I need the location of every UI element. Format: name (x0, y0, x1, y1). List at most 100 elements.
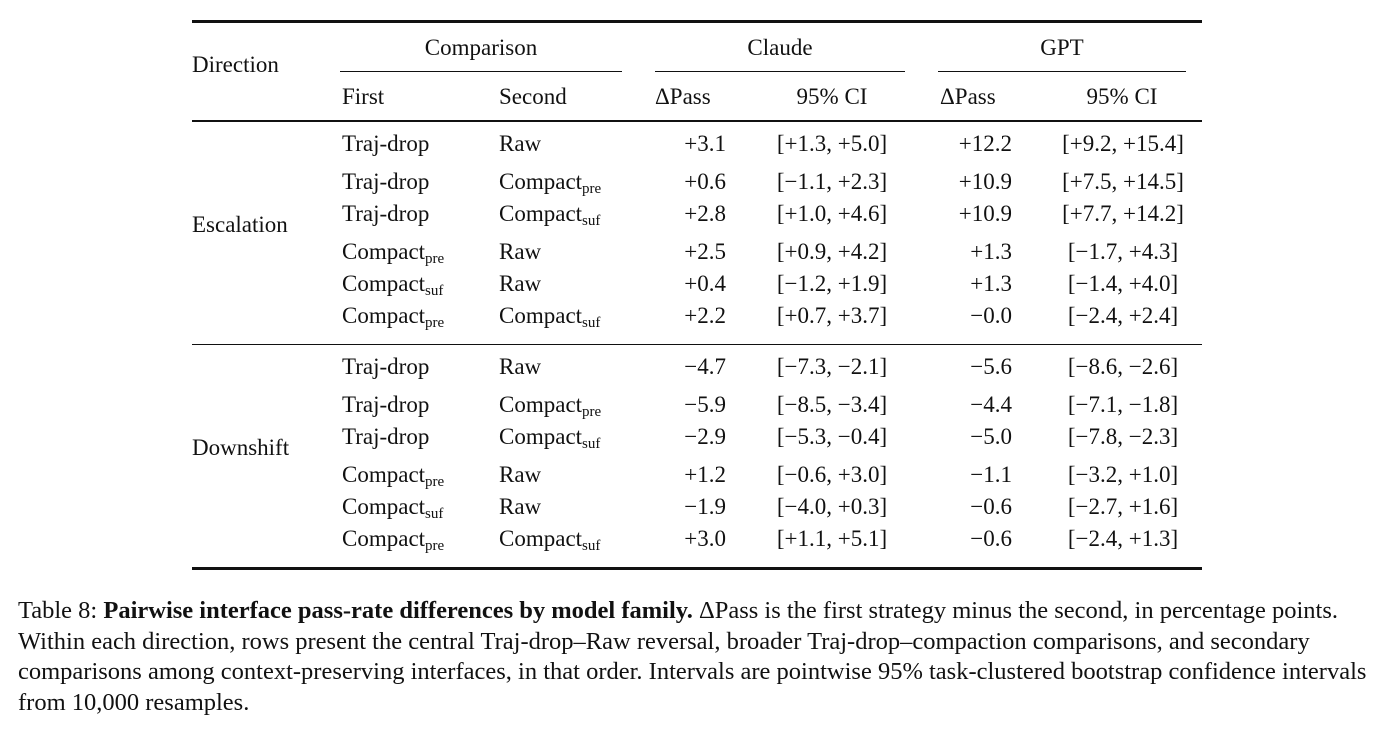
cell-first: Compactpre (342, 238, 445, 267)
cell-first-subscript: pre (425, 250, 445, 267)
cell-first: Traj-drop (342, 392, 429, 418)
header-direction: Direction (192, 52, 279, 77)
cell-second-subscript: pre (582, 404, 602, 420)
cell-gpt-ci: [−1.7, +4.3] (1067, 238, 1179, 264)
cell-first-text: Traj-drop (342, 392, 430, 417)
cell-first-text: Compact (342, 462, 426, 487)
cell-second-text: Compact (499, 302, 583, 328)
cell-first-text: Traj-drop (342, 168, 430, 194)
cell-first-subscript: pre (425, 314, 445, 331)
table-row: Compactpre Compactsuf +2.2 [+0.7, +3.7] −0.0… (192, 303, 1202, 331)
header-gpt: GPT (1040, 35, 1084, 60)
cell-claude-delta: +3.0 (684, 526, 726, 551)
caption-body: ΔPass is the first strategy minus the se… (18, 597, 1367, 716)
cell-gpt-ci: [+7.5, +14.5] (1062, 168, 1184, 194)
cell-gpt-ci: [+7.7, +14.2] (1062, 200, 1184, 226)
cell-first-subscript: suf (425, 282, 444, 299)
cell-first-text: Traj-drop (342, 354, 430, 379)
table-row: Compactsuf Raw −1.9 [−4.0, +0.3] −0.6 [−2.7, … (192, 494, 1202, 522)
cell-second: Raw (499, 239, 541, 265)
cell-second-subscript: pre (582, 180, 602, 197)
cell-second-text: Compact (499, 424, 583, 449)
cell-first-text: Compact (342, 494, 426, 519)
table-row: Compactpre Compactsuf +3.0 [+1.1, +5.1] −0.6… (192, 526, 1202, 554)
cell-claude-delta: −4.7 (684, 354, 726, 379)
table-mid-rule (192, 120, 1202, 122)
cell-second-subscript: suf (582, 212, 601, 229)
cell-gpt-ci: [−7.1, −1.8] (1067, 392, 1179, 417)
cell-gpt-delta: +10.9 (958, 168, 1012, 194)
cell-second-text: Compact (499, 392, 583, 417)
cell-second-text: Raw (499, 354, 542, 379)
cell-claude-ci: [−1.2, +1.9] (776, 270, 888, 296)
cell-second: Raw (499, 131, 541, 157)
caption-title: Pairwise interface pass-rate differences… (103, 597, 693, 624)
cell-second-text: Raw (499, 238, 542, 264)
cell-claude-ci: [−8.5, −3.4] (776, 392, 888, 417)
cell-second: Compactsuf (499, 424, 601, 452)
cell-claude-delta: +2.8 (684, 200, 726, 226)
cell-gpt-delta: −0.6 (970, 494, 1012, 519)
table-row: Compactpre Raw +2.5 [+0.9, +4.2] +1.3 [−1.7, … (192, 239, 1202, 267)
table-header: Direction Comparison Claude GPT First Se… (192, 23, 1202, 120)
table-top-rule (192, 20, 1202, 23)
cell-first-text: Compact (342, 526, 426, 551)
cell-gpt-ci: [+9.2, +15.4] (1062, 130, 1184, 156)
cell-second: Raw (499, 462, 541, 488)
cell-second-subscript: suf (582, 314, 601, 331)
cell-gpt-delta: −4.4 (970, 392, 1012, 417)
cell-first-subscript: pre (425, 474, 445, 490)
table-group-rule (192, 343, 1202, 345)
cell-claude-delta: +3.1 (684, 130, 726, 156)
cell-gpt-delta: +10.9 (958, 200, 1012, 226)
cell-second: Compactsuf (499, 302, 601, 331)
cell-claude-ci: [−4.0, +0.3] (776, 494, 888, 519)
cell-gpt-ci: [−2.7, +1.6] (1067, 494, 1179, 519)
cell-second: Compactsuf (499, 526, 600, 554)
cell-second-text: Raw (499, 494, 542, 519)
cell-gpt-ci: [−2.4, +2.4] (1067, 302, 1179, 328)
cell-first-subscript: pre (425, 538, 445, 554)
comparison-cmidrule (340, 71, 622, 73)
cell-first-text: Traj-drop (342, 130, 430, 156)
cell-first: Traj-drop (342, 354, 429, 380)
table-row: Compactpre Raw +1.2 [−0.6, +3.0] −1.1 [−3.2, … (192, 462, 1202, 490)
header-gpt-ci: 95% CI (1086, 84, 1158, 109)
cell-second-text: Raw (499, 270, 542, 296)
cell-claude-delta: +0.4 (684, 270, 726, 296)
cell-first-text: Compact (342, 302, 426, 328)
table-row: Traj-drop Compactsuf +2.8 [+1.0, +4.6] +10.9… (192, 201, 1202, 229)
table-row: Compactsuf Raw +0.4 [−1.2, +1.9] +1.3 [−1.4, … (192, 271, 1202, 299)
cell-claude-delta: +0.6 (684, 168, 726, 194)
cell-claude-ci: [−1.1, +2.3] (776, 168, 888, 194)
cell-gpt-delta: −5.0 (970, 424, 1012, 449)
cell-first-text: Traj-drop (342, 424, 430, 449)
cell-claude-ci: [+0.7, +3.7] (776, 302, 888, 328)
table-row: Traj-drop Compactpre −5.9 [−8.5, −3.4] −4.4 [… (192, 392, 1202, 420)
table-caption: Table 8: Pairwise interface pass-rate di… (18, 596, 1388, 718)
gpt-cmidrule (938, 71, 1186, 73)
cell-first: Traj-drop (342, 424, 429, 450)
cell-first-text: Compact (342, 238, 426, 264)
cell-first: Compactpre (342, 526, 445, 554)
cell-first: Compactpre (342, 302, 445, 331)
cell-gpt-delta: −1.1 (970, 462, 1012, 487)
cell-gpt-ci: [−7.8, −2.3] (1067, 424, 1179, 449)
cell-gpt-delta: −5.6 (970, 354, 1012, 379)
cell-first: Traj-drop (342, 169, 429, 195)
header-comparison: Comparison (424, 35, 538, 60)
cell-first: Compactsuf (342, 494, 443, 522)
direction-group-escalation: Escalation Traj-drop Raw +3.1 [+1.3, +5.0] +1… (192, 122, 1202, 344)
cell-claude-ci: [+1.0, +4.6] (776, 200, 888, 226)
cell-gpt-delta: −0.6 (970, 526, 1012, 551)
cell-second-text: Raw (499, 130, 542, 156)
header-claude: Claude (747, 35, 813, 60)
header-claude-delta-pass: ΔPass (655, 84, 711, 109)
cell-second-subscript: suf (582, 436, 601, 452)
cell-second: Raw (499, 271, 541, 297)
cell-first-text: Compact (342, 270, 426, 296)
cell-second: Compactsuf (499, 201, 601, 229)
cell-second: Compactpre (499, 169, 602, 197)
table-bottom-rule (192, 567, 1202, 570)
cell-claude-delta: +1.2 (684, 462, 726, 487)
